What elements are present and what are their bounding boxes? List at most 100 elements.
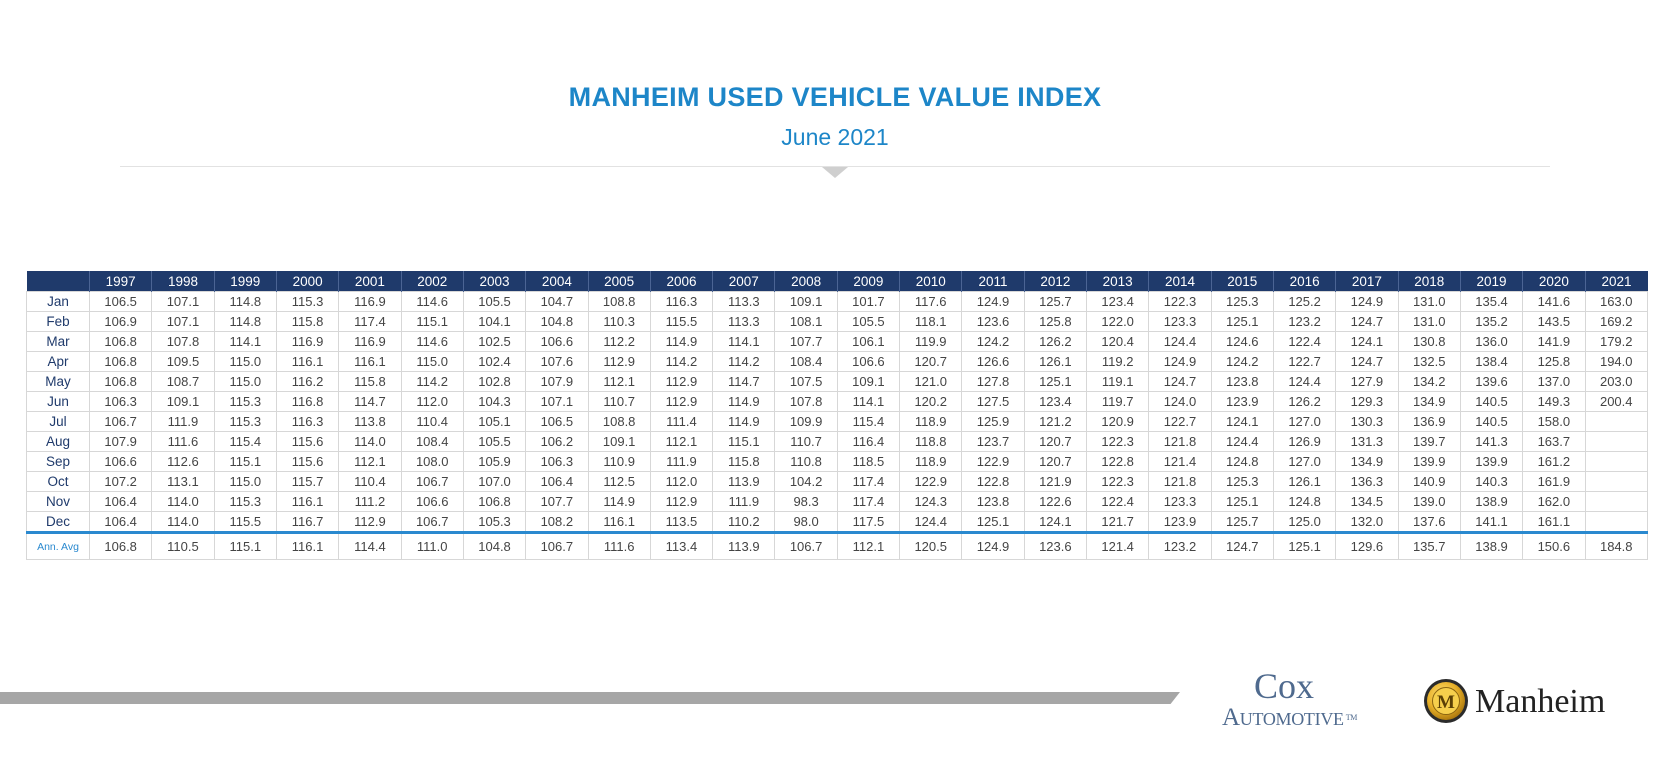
index-cell: 121.0 (899, 371, 963, 392)
index-cell: 116.1 (275, 491, 340, 512)
index-cell: 124.4 (1272, 371, 1337, 392)
index-cell: 163.0 (1584, 291, 1648, 312)
index-cell: 109.5 (151, 351, 215, 372)
index-cell: 137.0 (1522, 371, 1586, 392)
month-label: Feb (26, 311, 90, 332)
index-cell: 104.3 (462, 391, 527, 412)
index-cell: 127.0 (1272, 411, 1337, 432)
year-header: 2016 (1272, 271, 1336, 292)
index-cell: 116.3 (275, 411, 340, 432)
index-cell: 126.2 (1272, 391, 1337, 412)
index-cell: 137.6 (1397, 511, 1461, 534)
index-cell: 124.9 (961, 291, 1025, 312)
index-cell: 140.9 (1397, 471, 1461, 492)
index-cell: 108.4 (400, 431, 464, 452)
index-cell: 161.1 (1522, 511, 1586, 534)
index-cell: 134.9 (1397, 391, 1461, 412)
index-cell: 108.4 (774, 351, 838, 372)
cox-logo-bottom: Automotive TM (1222, 704, 1357, 732)
index-cell: 114.2 (712, 351, 776, 372)
index-cell: 107.9 (525, 371, 589, 392)
index-cell: 105.5 (836, 311, 901, 332)
index-cell: 110.7 (774, 431, 838, 452)
table-row: Dec 106.4 114.0 115.5 116.7 112.9 106.7 105.3 10… (26, 511, 1648, 534)
index-cell: 125.1 (1023, 371, 1088, 392)
index-cell: 114.1 (712, 331, 776, 352)
year-header: 2007 (712, 271, 775, 292)
index-cell: 126.2 (1023, 331, 1088, 352)
annual-average-cell: 124.7 (1210, 532, 1274, 560)
index-cell: 149.3 (1522, 391, 1586, 412)
index-cell: 112.2 (587, 331, 651, 352)
index-cell: 105.1 (462, 411, 527, 432)
annual-average-cell: 114.4 (338, 532, 402, 560)
index-cell: 116.7 (275, 511, 340, 534)
index-cell: 109.1 (151, 391, 215, 412)
annual-average-cell: 150.6 (1522, 532, 1586, 560)
cox-logo-tm: TM (1345, 713, 1358, 722)
annual-average-cell: 184.8 (1584, 532, 1648, 560)
index-cell: 102.8 (462, 371, 527, 392)
index-cell: 115.1 (712, 431, 776, 452)
annual-average-cell: 124.9 (961, 532, 1025, 560)
index-cell: 123.3 (1148, 311, 1212, 332)
index-cell: 121.8 (1148, 471, 1212, 492)
index-cell: 120.9 (1085, 411, 1150, 432)
index-cell: 107.6 (525, 351, 589, 372)
month-label: Jan (26, 291, 90, 312)
table-row: Nov 106.4 114.0 115.3 116.1 111.2 106.6 106.8 10… (26, 491, 1648, 512)
index-cell (1584, 431, 1648, 452)
index-cell: 124.0 (1148, 391, 1212, 412)
index-cell: 107.2 (88, 471, 153, 492)
index-cell: 113.3 (712, 311, 776, 332)
index-cell: 122.3 (1085, 471, 1150, 492)
year-header: 1997 (88, 271, 152, 292)
index-cell: 112.9 (649, 391, 714, 412)
annual-average-cell: 135.7 (1397, 532, 1461, 560)
index-cell: 131.3 (1335, 431, 1399, 452)
index-cell: 122.7 (1272, 351, 1337, 372)
index-cell: 138.4 (1459, 351, 1524, 372)
index-cell: 107.7 (525, 491, 589, 512)
index-cell: 136.9 (1397, 411, 1461, 432)
index-cell: 140.5 (1459, 411, 1524, 432)
index-cell: 107.7 (774, 331, 838, 352)
index-cell: 114.7 (712, 371, 776, 392)
index-cell: 200.4 (1584, 391, 1648, 412)
index-cell: 124.9 (1335, 291, 1399, 312)
index-cell: 139.6 (1459, 371, 1524, 392)
index-cell: 122.7 (1148, 411, 1212, 432)
index-cell: 110.8 (774, 451, 838, 472)
index-cell: 98.0 (774, 511, 838, 534)
year-header: 2014 (1148, 271, 1212, 292)
index-cell: 125.7 (1210, 511, 1274, 534)
index-cell: 112.5 (587, 471, 651, 492)
year-header-row: 1997 1998 1999 2000 2001 2002 2003 2004 2005 2006… (26, 271, 1648, 292)
index-cell: 120.4 (1085, 331, 1150, 352)
index-cell: 124.1 (1335, 331, 1399, 352)
annual-average-cell: 112.1 (836, 532, 901, 560)
index-cell: 162.0 (1522, 491, 1586, 512)
index-cell: 141.3 (1459, 431, 1524, 452)
index-cell: 136.3 (1335, 471, 1399, 492)
index-cell: 120.2 (899, 391, 963, 412)
manheim-emblem-icon: M (1424, 679, 1468, 723)
index-cell: 136.0 (1459, 331, 1524, 352)
index-cell: 116.2 (275, 371, 340, 392)
index-cell: 109.1 (836, 371, 901, 392)
index-cell: 134.5 (1335, 491, 1399, 512)
index-cell: 114.0 (151, 491, 215, 512)
index-cell: 98.3 (774, 491, 838, 512)
index-cell: 129.3 (1335, 391, 1399, 412)
index-cell: 126.6 (961, 351, 1025, 372)
index-cell: 104.2 (774, 471, 838, 492)
index-cell: 112.9 (338, 511, 402, 534)
index-cell: 126.1 (1023, 351, 1088, 372)
index-cell: 106.6 (525, 331, 589, 352)
month-label: Apr (26, 351, 90, 372)
index-cell: 112.9 (587, 351, 651, 372)
index-cell: 114.9 (649, 331, 714, 352)
index-cell: 124.3 (899, 491, 963, 512)
index-cell: 124.2 (1210, 351, 1274, 372)
index-cell: 123.4 (1085, 291, 1150, 312)
